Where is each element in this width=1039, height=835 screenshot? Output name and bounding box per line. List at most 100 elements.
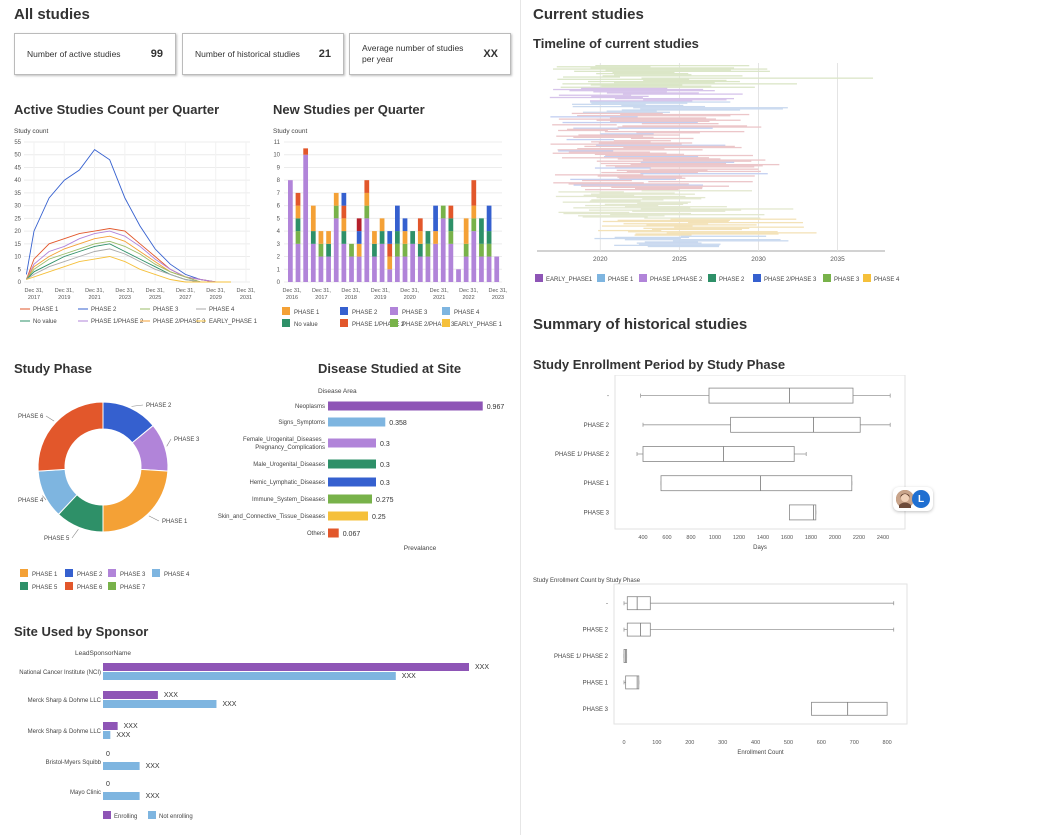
study-bar <box>611 186 703 189</box>
bar-segment <box>295 192 301 206</box>
category-label: Female_Urogenital_Diseases_ <box>243 437 326 443</box>
bar-value-label: 0 <box>106 751 110 758</box>
study-bar <box>589 100 693 102</box>
study-bar <box>605 69 731 71</box>
enroll-period-chart[interactable]: - PHASE 2 PHASE 1/ PHASE 2 PHASE 1 PHASE 3 40… <box>525 375 910 560</box>
legend-label: PHASE 1/PHASE 2 <box>91 319 144 325</box>
category-label: Merck Sharp & Dohme LLC <box>28 698 102 704</box>
study-bar <box>680 235 767 237</box>
bar-not-enrolling <box>103 700 217 708</box>
category-label: - <box>607 394 609 400</box>
disease-chart[interactable]: Disease Area Neoplasms 0.967 Signs_Symptoms… <box>205 380 520 555</box>
study-bar <box>638 243 721 245</box>
sponsor-chart[interactable]: LeadSponsorName National Cancer Institute… <box>0 640 520 830</box>
x-tick-label: 2400 <box>877 535 889 541</box>
x-tick-label: 2020 <box>593 256 608 263</box>
study-bar <box>640 173 768 175</box>
legend-swatch <box>708 274 716 282</box>
bar-segment <box>479 256 484 282</box>
timeline-chart[interactable]: 2020 2025 2030 2035 EARLY_PHASE1 PHASE 1 PHASE… <box>525 55 920 290</box>
bar-value-label: XXX <box>116 732 130 739</box>
x-tick-label: 2200 <box>853 535 865 541</box>
study-phase-chart[interactable]: PHASE 2 PHASE 3 PHASE 1 PHASE 5 PHASE 4 PHASE… <box>0 380 215 595</box>
study-bar <box>622 93 743 95</box>
study-bar <box>674 226 804 228</box>
study-bar <box>588 80 740 83</box>
study-bar <box>549 96 643 99</box>
bar-segment <box>402 218 408 232</box>
study-bar <box>605 154 753 157</box>
bar-value-label: XXX <box>164 692 178 699</box>
bar-segment <box>387 243 393 257</box>
bar-segment <box>471 180 477 206</box>
legend-swatch <box>390 307 398 315</box>
y-tick-label: 10 <box>14 255 21 261</box>
study-bar <box>644 241 699 243</box>
new-quarter-title: New Studies per Quarter <box>273 102 425 117</box>
category-label: Immune_System_Diseases <box>252 497 325 503</box>
study-bar <box>556 135 644 137</box>
kpi-average-studies[interactable]: Average number of studies per year XX <box>349 33 511 75</box>
kpi-active-studies[interactable]: Number of active studies 99 <box>14 33 176 75</box>
kpi-historical-studies[interactable]: Number of historical studies 21 <box>182 33 344 75</box>
panel-divider <box>520 0 521 835</box>
legend-swatch <box>65 582 73 590</box>
category-label: Neoplasms <box>295 404 325 410</box>
bar-segment <box>333 218 339 282</box>
bar-value-label: XXX <box>222 701 236 708</box>
active-quarter-chart[interactable]: Study count 0 5 10 15 20 25 30 35 40 45 50 55 Dec 31,… <box>0 120 265 335</box>
collaborators-widget[interactable]: L <box>893 487 933 511</box>
study-bar <box>594 153 685 156</box>
avatar-photo-icon[interactable] <box>896 490 914 508</box>
pie-slice-label: PHASE 5 <box>44 536 70 542</box>
series-line-phase-3 <box>26 240 231 283</box>
study-bar <box>641 123 719 125</box>
bar-segment <box>318 243 324 257</box>
y-tick-label: 0 <box>18 280 22 286</box>
x-tick-label: Dec 31, 2016 <box>283 288 302 301</box>
bar-segment <box>349 243 354 257</box>
kpi-label: Number of active studies <box>27 48 121 59</box>
y-tick-label: 15 <box>14 242 21 248</box>
new-quarter-chart[interactable]: Study count 0 1 2 3 4 5 6 7 8 9 10 11 Dec 31, 2016 Dec … <box>262 120 517 335</box>
study-bar <box>596 72 689 75</box>
bar-segment <box>295 243 301 282</box>
legend-label: PHASE 1/PHASE 2 <box>650 277 703 283</box>
bar-segment <box>463 218 469 244</box>
study-bar <box>622 125 748 127</box>
enroll-count-chart[interactable]: Study Enrollment Count by Study Phase - PH… <box>525 572 910 762</box>
bar-segment <box>318 231 324 244</box>
study-bar <box>572 105 706 108</box>
bar-value-label: 0.067 <box>343 531 361 538</box>
study-bar <box>590 67 735 69</box>
bar-segment <box>341 205 347 219</box>
x-tick-label: Dec 31, 2023 <box>115 288 134 301</box>
bar-segment <box>333 205 339 219</box>
study-bar <box>558 211 630 214</box>
avatar[interactable]: L <box>912 490 930 508</box>
bar <box>328 511 368 521</box>
study-bar <box>582 111 670 113</box>
x-tick-label: 2000 <box>829 535 841 541</box>
series-line-phase-1-phase-2 <box>25 230 231 283</box>
bar-value-label: 0.3 <box>380 441 390 448</box>
study-bar <box>614 244 720 247</box>
box <box>626 596 651 611</box>
box <box>708 387 854 404</box>
study-bar <box>597 175 755 177</box>
legend-label: PHASE 2 <box>77 572 103 578</box>
legend-swatch <box>340 319 348 327</box>
study-bar <box>617 176 682 178</box>
study-bar <box>612 71 675 74</box>
bar-not-enrolling <box>103 762 140 770</box>
x-axis-label: Days <box>753 545 767 551</box>
y-axis-label: Study count <box>14 128 49 135</box>
x-axis-label: Enrollment Count <box>737 750 784 756</box>
bar-segment <box>288 180 293 282</box>
study-bar <box>614 236 690 239</box>
category-label: Pregnancy_Complications <box>255 445 325 451</box>
study-bar <box>640 208 794 210</box>
study-bar <box>600 133 654 135</box>
study-bar <box>573 136 654 138</box>
study-bar <box>637 202 688 204</box>
